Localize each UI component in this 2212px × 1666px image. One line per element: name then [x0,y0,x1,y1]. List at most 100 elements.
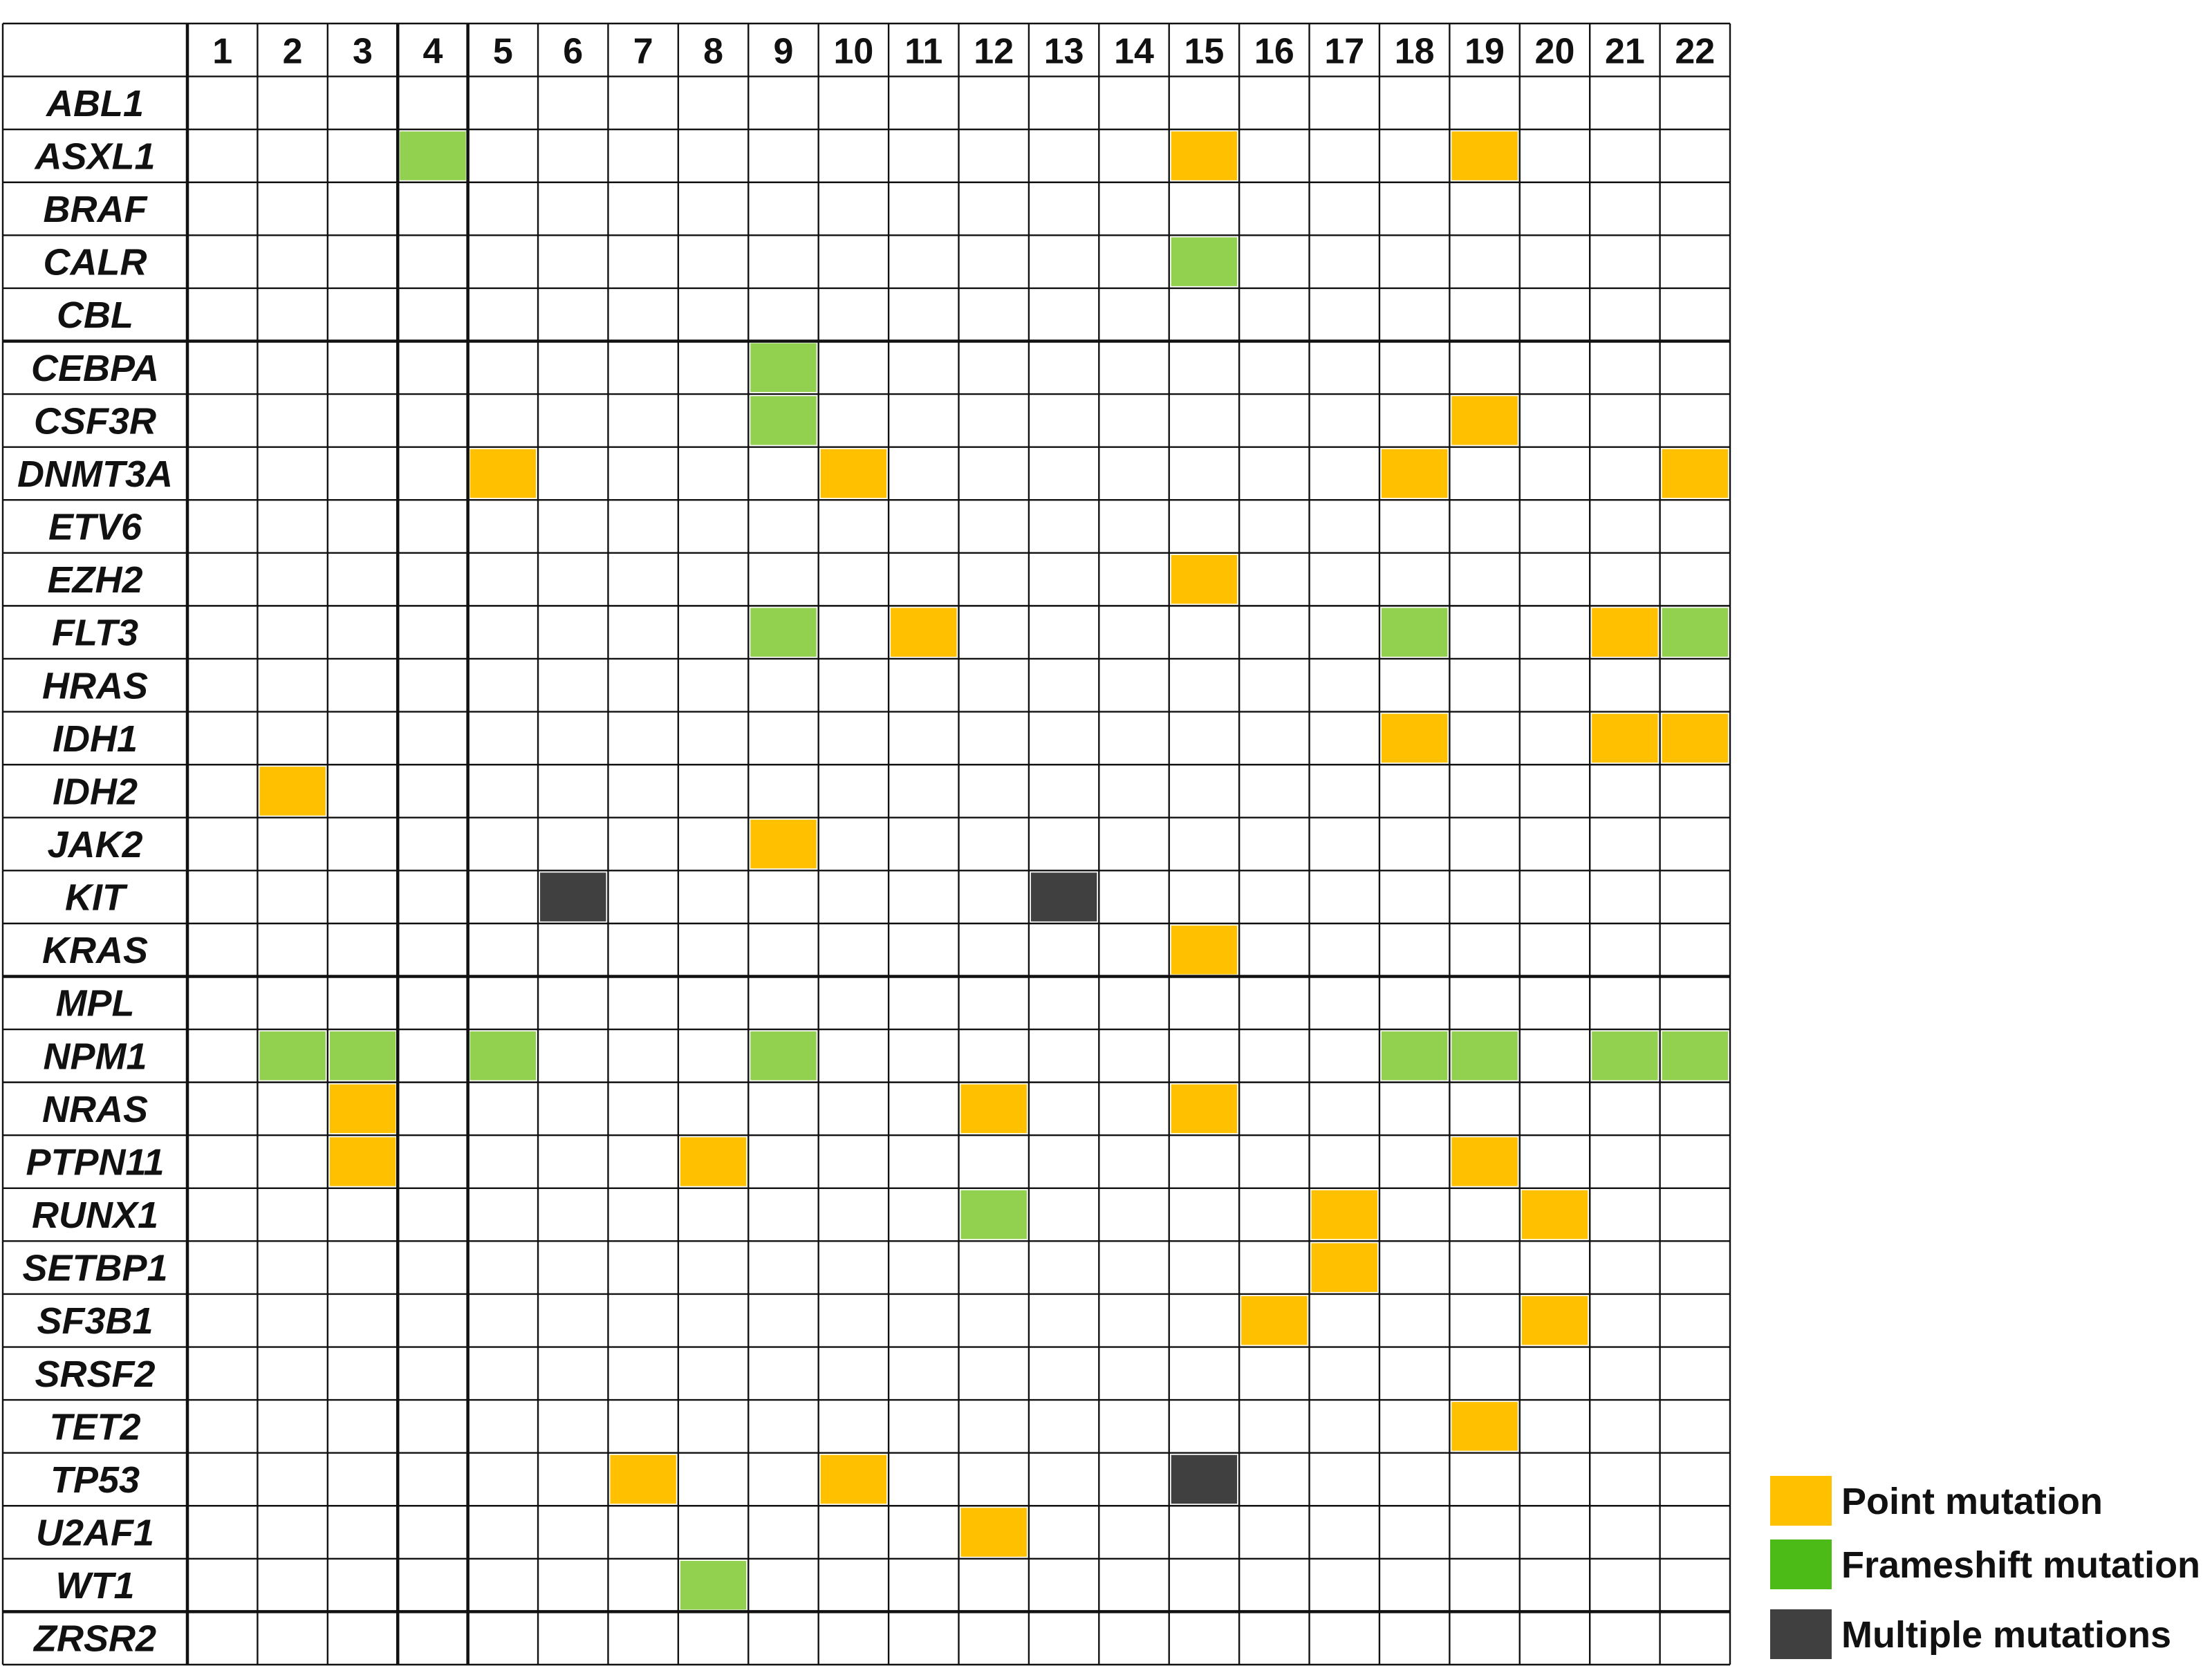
gene-label-kras: KRAS [42,930,148,971]
gene-label-zrsr2: ZRSR2 [32,1618,156,1660]
column-label-7: 7 [633,31,653,71]
cell-npm1-2 [259,1031,326,1080]
gene-label-npm1: NPM1 [43,1036,147,1077]
cell-setbp1-17 [1311,1243,1377,1292]
cell-asxl1-19 [1451,131,1518,180]
gene-label-ptpn11: PTPN11 [26,1141,164,1183]
cell-ptpn11-19 [1451,1137,1518,1186]
cell-flt3-22 [1662,608,1728,657]
label-layer: 1 2 3 4 5 6 7 8 9 10 11 12 13 14 15 16 17 18 19 20 21 22ABL1A… [17,31,1715,1659]
gene-label-jak2: JAK2 [47,824,142,865]
cell-npm1-5 [470,1031,537,1080]
cell-ptpn11-3 [329,1137,396,1186]
gene-label-hras: HRAS [42,665,148,706]
cell-npm1-18 [1381,1031,1448,1080]
cell-dnmt3a-5 [470,449,537,498]
gene-label-asxl1: ASXL1 [33,135,155,177]
gene-label-mpl: MPL [56,983,135,1024]
gene-label-cbl: CBL [57,294,133,336]
column-label-3: 3 [353,31,373,71]
cell-layer [259,131,1728,1610]
column-label-8: 8 [703,31,723,71]
column-label-13: 13 [1044,31,1084,71]
cell-nras-3 [329,1084,396,1134]
cell-flt3-18 [1381,608,1448,657]
gene-label-tp53: TP53 [50,1459,140,1501]
cell-cebpa-9 [750,343,817,393]
column-label-12: 12 [974,31,1014,71]
cell-idh1-22 [1662,713,1728,763]
cell-npm1-19 [1451,1031,1518,1080]
cell-asxl1-4 [400,131,466,180]
gene-label-nras: NRAS [42,1089,148,1130]
column-label-10: 10 [833,31,873,71]
gene-label-u2af1: U2AF1 [36,1513,154,1554]
cell-csf3r-9 [750,396,817,445]
column-label-14: 14 [1114,31,1154,71]
cell-sf3b1-16 [1241,1295,1308,1345]
column-label-21: 21 [1605,31,1645,71]
cell-tp53-10 [820,1454,887,1504]
gene-label-setbp1: SETBP1 [22,1248,167,1289]
gene-label-wt1: WT1 [56,1565,135,1607]
legend-label-m: Multiple mutations [1841,1614,2171,1656]
gene-label-dnmt3a: DNMT3A [17,453,173,495]
column-label-11: 11 [904,31,942,71]
gene-label-sf3b1: SF3B1 [37,1300,153,1342]
legend-swatch-f [1770,1539,1832,1589]
cell-runx1-17 [1311,1190,1377,1239]
cell-dnmt3a-22 [1662,449,1728,498]
column-label-15: 15 [1184,31,1225,71]
gene-label-ezh2: EZH2 [47,559,142,601]
legend-swatch-m [1770,1609,1832,1659]
gene-label-idh1: IDH1 [53,718,138,760]
column-label-9: 9 [774,31,794,71]
legend-label-p: Point mutation [1841,1481,2103,1522]
gene-label-idh2: IDH2 [53,771,138,812]
cell-npm1-9 [750,1031,817,1080]
cell-kit-13 [1030,872,1097,921]
cell-npm1-3 [329,1031,396,1080]
column-label-1: 1 [212,31,232,71]
column-label-19: 19 [1465,31,1505,71]
gene-label-braf: BRAF [44,189,149,230]
cell-wt1-8 [680,1560,747,1610]
gene-label-etv6: ETV6 [48,507,142,548]
column-label-22: 22 [1675,31,1715,71]
cell-kras-15 [1171,925,1238,975]
cell-nras-15 [1171,1084,1238,1134]
column-label-5: 5 [493,31,513,71]
cell-tp53-15 [1171,1454,1238,1504]
cell-flt3-9 [750,608,817,657]
gene-label-srsf2: SRSF2 [35,1354,155,1395]
column-label-2: 2 [283,31,303,71]
gene-label-cebpa: CEBPA [31,348,159,389]
gene-label-abl1: ABL1 [45,83,144,124]
cell-jak2-9 [750,819,817,869]
grid-layer [1,22,1731,1666]
column-label-18: 18 [1395,31,1435,71]
legend-swatch-p [1770,1476,1832,1526]
gene-label-tet2: TET2 [49,1406,140,1448]
cell-dnmt3a-10 [820,449,887,498]
cell-u2af1-12 [960,1508,1027,1557]
column-label-17: 17 [1324,31,1364,71]
column-label-16: 16 [1254,31,1294,71]
gene-label-csf3r: CSF3R [34,400,156,442]
gene-label-flt3: FLT3 [52,612,138,654]
cell-nras-12 [960,1084,1027,1134]
cell-asxl1-15 [1171,131,1238,180]
cell-tp53-7 [610,1454,676,1504]
gene-label-runx1: RUNX1 [32,1195,158,1236]
cell-tet2-19 [1451,1402,1518,1451]
gene-label-kit: KIT [65,877,128,919]
cell-ptpn11-8 [680,1137,747,1186]
cell-flt3-11 [891,608,957,657]
cell-runx1-12 [960,1190,1027,1239]
cell-kit-6 [540,872,606,921]
cell-csf3r-19 [1451,396,1518,445]
cell-idh1-18 [1381,713,1448,763]
cell-flt3-21 [1592,608,1658,657]
gene-label-calr: CALR [44,242,147,283]
